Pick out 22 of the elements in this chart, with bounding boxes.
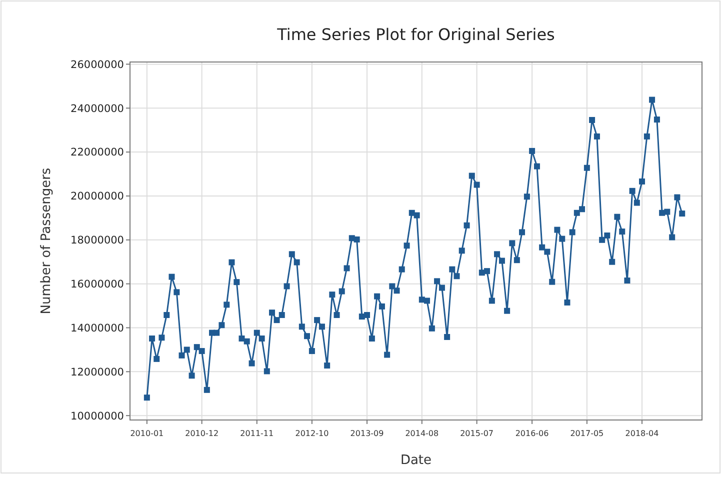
x-tick-label: 2016-06 — [515, 429, 549, 438]
x-tick-label: 2018-04 — [625, 429, 659, 438]
y-axis-title: Number of Passengers — [39, 168, 54, 314]
x-tick-label: 2017-05 — [570, 429, 604, 438]
y-tick-label: 14000000 — [70, 322, 124, 334]
x-tick-label: 2011-11 — [240, 429, 274, 438]
x-tick-label: 2010-12 — [185, 429, 219, 438]
y-tick-label: 20000000 — [70, 190, 124, 203]
x-tick-label: 2014-08 — [405, 429, 439, 438]
y-tick-label: 26000000 — [70, 58, 124, 71]
x-tick-label: 2010-01 — [130, 429, 164, 438]
y-tick-label: 24000000 — [70, 102, 124, 115]
y-tick-label: 12000000 — [70, 366, 124, 378]
x-tick-label: 2015-07 — [460, 429, 494, 438]
y-tick-label: 18000000 — [70, 234, 124, 247]
x-tick-label: 2013-09 — [350, 429, 384, 438]
y-tick-label: 22000000 — [70, 146, 124, 159]
chart-title: Time Series Plot for Original Series — [276, 25, 555, 44]
y-tick-label: 10000000 — [70, 410, 124, 422]
x-tick-label: 2012-10 — [295, 429, 329, 438]
x-axis-title: Date — [400, 453, 432, 468]
y-tick-label: 16000000 — [70, 278, 124, 291]
